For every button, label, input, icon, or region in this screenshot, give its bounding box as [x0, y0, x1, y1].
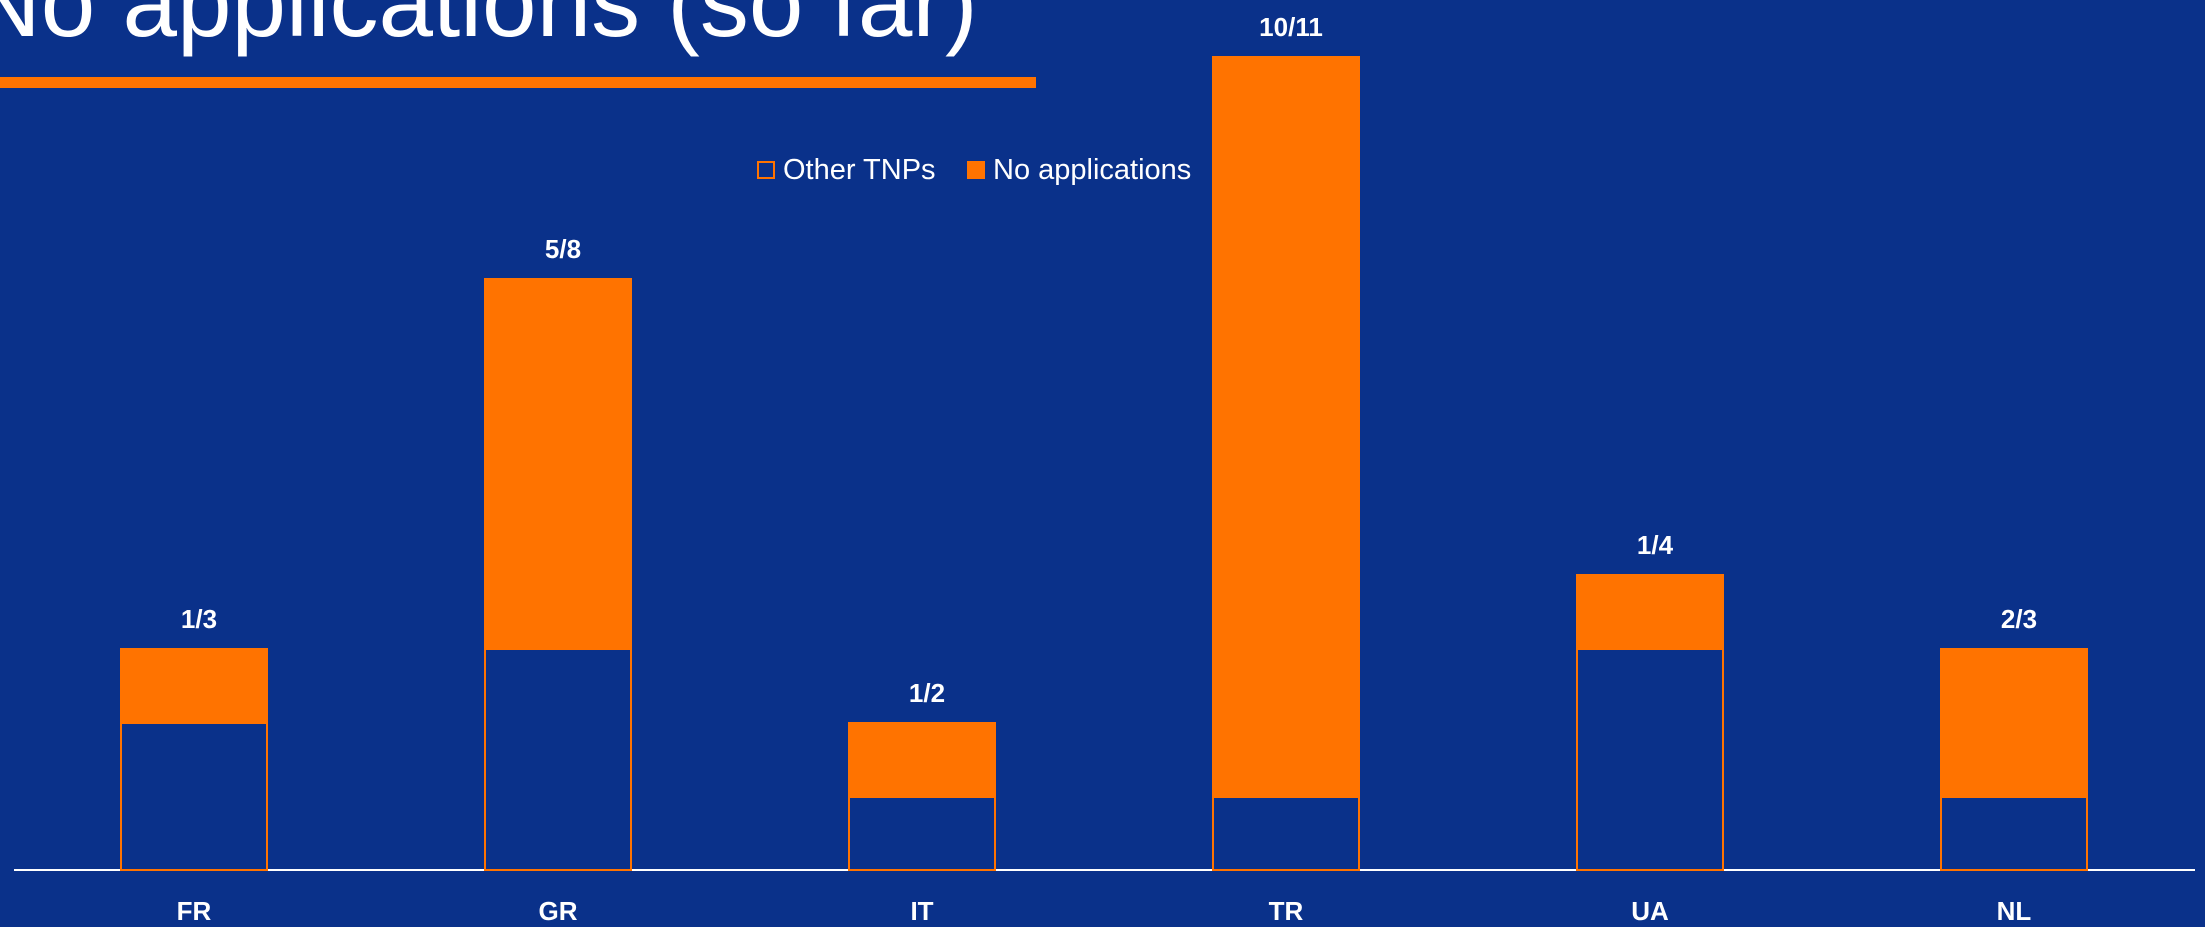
- bar-segment: [484, 278, 632, 648]
- bar-label: 5/8: [545, 234, 581, 264]
- bar-label: 10/11: [1259, 12, 1323, 42]
- bar-segment: [1576, 648, 1724, 871]
- legend-label: No applications: [993, 154, 1191, 186]
- bar-segment: [484, 648, 632, 871]
- bar-label: 2/3: [2001, 604, 2037, 634]
- bar-segment: [1940, 648, 2088, 796]
- slide-title: No applications (so far): [0, 0, 978, 57]
- bar-segment: [1212, 796, 1360, 871]
- bar-segment: [1940, 796, 2088, 871]
- legend-swatch: [967, 161, 985, 179]
- bar-label: 1/2: [909, 678, 945, 708]
- title-underline: [0, 77, 1036, 88]
- legend-swatch: [757, 161, 775, 179]
- bar-segment: [848, 722, 996, 796]
- x-tick-label: GR: [539, 896, 578, 926]
- legend: Other TNPs No applications: [757, 154, 1191, 186]
- x-tick-label: NL: [1997, 896, 2032, 926]
- bar-segment: [120, 722, 268, 871]
- bar-segment: [1576, 574, 1724, 648]
- bar-segment: [120, 648, 268, 722]
- bar-label: 1/4: [1637, 530, 1674, 560]
- x-tick-label: TR: [1269, 896, 1304, 926]
- legend-label: Other TNPs: [783, 154, 936, 186]
- bar-segment: [848, 796, 996, 871]
- x-tick-label: UA: [1631, 896, 1669, 926]
- bar-label: 1/3: [181, 604, 217, 634]
- x-tick-label: IT: [910, 896, 933, 926]
- x-tick-label: FR: [177, 896, 212, 926]
- bar-segment: [1212, 56, 1360, 796]
